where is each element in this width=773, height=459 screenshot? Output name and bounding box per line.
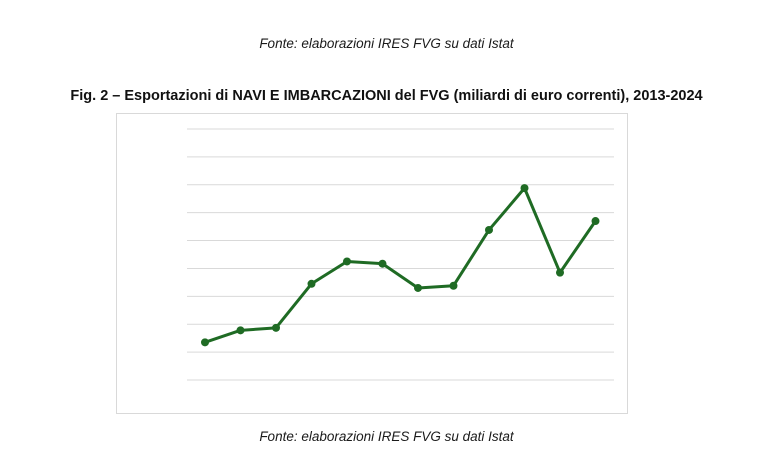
data-point-2021 [485,225,493,234]
data-point-2015 [272,323,280,332]
chart-frame [116,113,628,414]
data-point-2016 [307,279,316,288]
figure-title: Fig. 2 – Esportazioni di NAVI E IMBARCAZ… [70,88,703,104]
data-point-2022 [520,184,529,193]
data-point-2017 [343,257,351,266]
source-note-bottom: Fonte: elaborazioni IRES FVG su dati Ist… [259,429,514,444]
line-chart [187,128,614,381]
data-point-2023 [556,268,564,277]
data-point-2014 [236,326,245,335]
source-note-top: Fonte: elaborazioni IRES FVG su dati Ist… [259,36,514,51]
data-point-2019 [414,283,422,292]
data-point-2020 [449,281,458,290]
data-point-2013 [201,338,209,347]
series-line [204,186,597,344]
data-point-2018 [378,259,387,268]
data-point-2024 [591,217,600,226]
